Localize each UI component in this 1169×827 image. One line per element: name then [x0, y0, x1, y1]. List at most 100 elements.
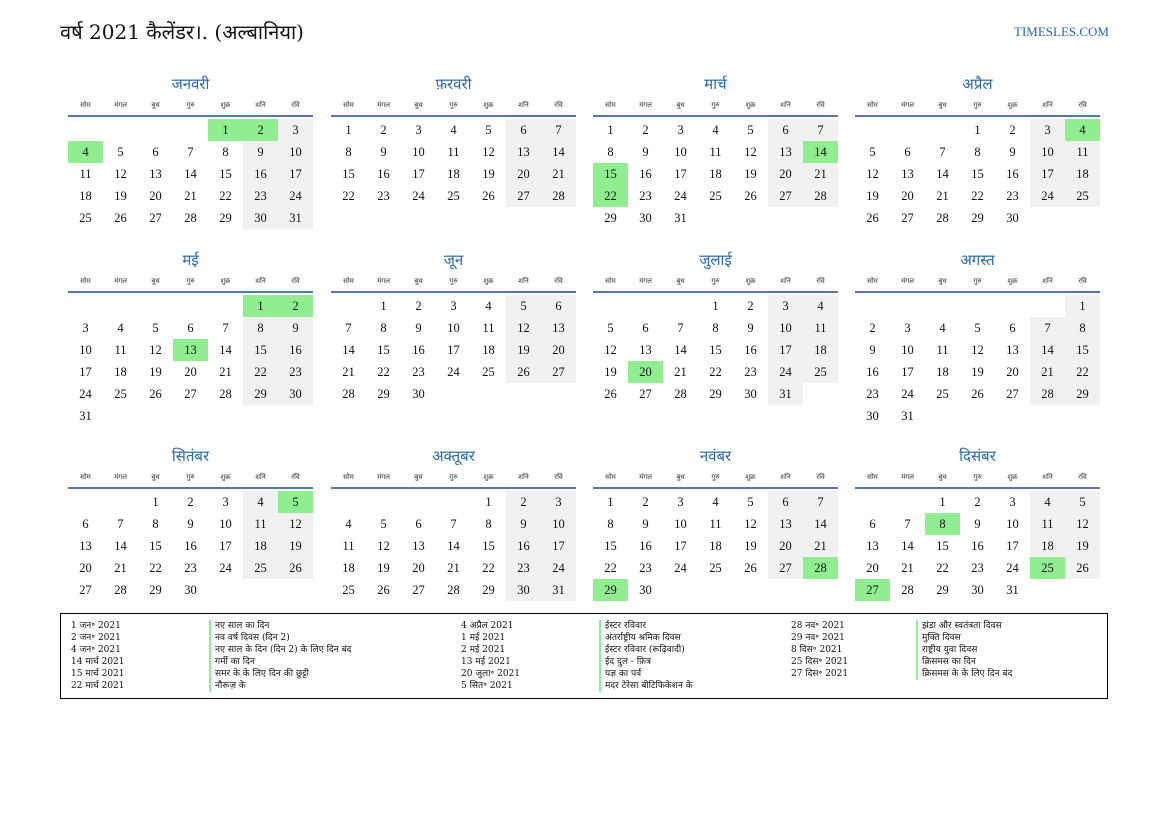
weekday-label: सोम — [343, 101, 354, 109]
empty-cell — [68, 491, 103, 513]
day-cell: 28 — [114, 583, 127, 597]
day-cell: 3 — [82, 321, 89, 335]
day-cell: 18 — [709, 167, 722, 181]
day-cell: 13 — [1006, 343, 1019, 357]
empty-cell — [138, 405, 173, 427]
day-cell: 26 — [278, 557, 313, 579]
day-cell: 18 — [803, 339, 838, 361]
day-cell: 22 — [604, 561, 617, 575]
day-cell: 4 — [712, 495, 719, 509]
weekday-label: सोम — [867, 473, 878, 481]
holiday-cell: 29 — [593, 579, 628, 601]
weekday-label: बुध — [414, 101, 423, 109]
legend-date: 22 मार्च 2021 — [71, 681, 125, 691]
weekday-label: शनि — [1042, 473, 1053, 481]
weekday-label: शनि — [518, 277, 529, 285]
day-cell: 26 — [506, 361, 541, 383]
empty-cell — [208, 579, 243, 601]
day-cell: 13 — [412, 539, 425, 553]
day-cell: 18 — [114, 365, 127, 379]
day-cell: 19 — [377, 561, 390, 575]
weekday-label: गुरु — [449, 473, 458, 481]
day-cell: 1 — [1065, 295, 1100, 317]
day-cell: 22 — [936, 561, 949, 575]
day-cell: 1 — [485, 495, 492, 509]
weekday-label: रवि — [816, 277, 825, 285]
weekday-header: सोम मंगल बुध गुरु शुक्र शनि रवि — [68, 97, 313, 117]
site-link[interactable]: TIMESLES.COM — [1014, 24, 1109, 39]
legend-names-3: झंडा और स्वतंत्रता दिवस मुक्ति दिवस राष्ट्… — [916, 620, 1012, 680]
holiday-cell: 28 — [803, 557, 838, 579]
month-7: जुलाई सोम मंगल बुध गुरु शुक्र शनि रवि 1 2 3 4 5 6 7 8 9 1… — [593, 249, 838, 405]
day-cell: 30 — [866, 409, 879, 423]
day-cell: 21 — [447, 561, 460, 575]
day-cell: 19 — [971, 365, 984, 379]
day-cell: 24 — [768, 361, 803, 383]
weekday-label: रवि — [291, 277, 300, 285]
empty-cell — [138, 295, 173, 317]
day-cell: 26 — [149, 387, 162, 401]
day-cell: 23 — [412, 365, 425, 379]
empty-cell — [663, 295, 698, 317]
day-cell: 26 — [114, 211, 127, 225]
day-cell: 30 — [184, 583, 197, 597]
weekday-header: सोम मंगल बुध गुरु शुक्र शनि रवि — [331, 97, 576, 117]
month-6: जून सोम मंगल बुध गुरु शुक्र शनि रवि 1 2 3 4 5 6 7 8 9 10 1… — [331, 249, 576, 405]
weekday-label: गुरु — [449, 101, 458, 109]
weekday-label: शुक्र — [1007, 277, 1018, 285]
day-cell: 22 — [709, 365, 722, 379]
weekday-label: शनि — [780, 473, 791, 481]
day-cell: 23 — [506, 557, 541, 579]
day-cell: 8 — [222, 145, 229, 159]
empty-cell — [925, 405, 960, 427]
month-3: मार्च सोम मंगल बुध गुरु शुक्र शनि रवि 1 2 3 4 5 6 7 8 9 1… — [593, 73, 838, 229]
weekday-label: मंगल — [639, 473, 652, 481]
day-cell: 22 — [149, 561, 162, 575]
day-cell: 7 — [345, 321, 352, 335]
empty-cell — [331, 491, 366, 513]
weekday-label: गुरु — [186, 473, 195, 481]
day-cell: 5 — [506, 295, 541, 317]
day-cell: 6 — [187, 321, 194, 335]
holiday-cell: 25 — [1030, 557, 1065, 579]
weekday-label: रवि — [816, 473, 825, 481]
day-cell: 29 — [149, 583, 162, 597]
legend-names-1: नए साल का दिन नव वर्ष दिवस (दिन 2) नए साल … — [209, 620, 351, 692]
day-cell: 3 — [904, 321, 911, 335]
day-cell: 25 — [709, 561, 722, 575]
day-cell: 17 — [412, 167, 425, 181]
empty-cell — [855, 119, 890, 141]
day-cell: 20 — [541, 339, 576, 361]
day-cell: 15 — [149, 539, 162, 553]
weekday-header: सोम मंगल बुध गुरु शुक्र शनि रवि — [68, 469, 313, 489]
day-cell: 16 — [639, 167, 652, 181]
empty-cell — [925, 119, 960, 141]
weekday-header: सोम मंगल बुध गुरु शुक्र शनि रवि — [855, 97, 1100, 117]
weekday-label: गुरु — [973, 101, 982, 109]
month-name: अगस्त — [960, 251, 995, 269]
day-cell: 13 — [149, 167, 162, 181]
day-grid: 1 2 3 4 5 6 7 8 9 10 11 12 13 14 15 16 17 18 19 20 21 22 23 24 2… — [331, 117, 576, 207]
month-name: जुलाई — [699, 251, 732, 269]
day-cell: 16 — [278, 339, 313, 361]
legend-dates-2: 4 अप्रैल 2021 1 मई 2021 2 मई 2021 13 मई 202… — [461, 620, 520, 692]
day-cell: 29 — [971, 211, 984, 225]
weekday-label: शनि — [780, 101, 791, 109]
day-cell: 21 — [541, 163, 576, 185]
day-cell: 14 — [342, 343, 355, 357]
day-cell: 27 — [149, 211, 162, 225]
weekday-label: सोम — [343, 277, 354, 285]
empty-cell — [1065, 405, 1100, 427]
day-cell: 21 — [803, 163, 838, 185]
day-cell: 21 — [219, 365, 232, 379]
day-cell: 7 — [939, 145, 946, 159]
day-cell: 16 — [243, 163, 278, 185]
day-cell: 16 — [971, 539, 984, 553]
day-cell: 13 — [79, 539, 92, 553]
day-cell: 29 — [604, 211, 617, 225]
legend-holiday-name: ईद दुल - फ़ित्र — [599, 656, 693, 668]
day-cell: 15 — [219, 167, 232, 181]
day-cell: 30 — [744, 387, 757, 401]
day-cell: 4 — [450, 123, 457, 137]
day-grid: 1 2 3 4 5 6 7 8 9 10 11 12 13 14 15 16 17 18 19 20 21 22 23 24 2… — [593, 293, 838, 405]
